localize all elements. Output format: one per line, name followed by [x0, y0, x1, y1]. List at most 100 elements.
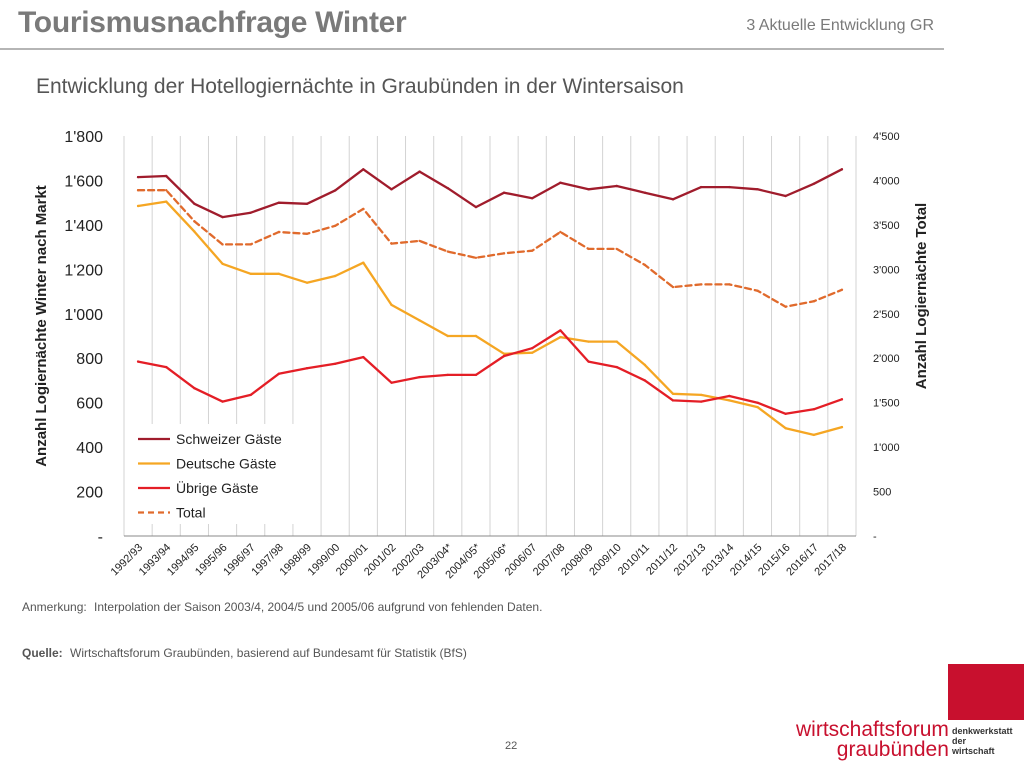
legend-label: Total	[176, 505, 206, 521]
data-point	[756, 289, 759, 292]
data-point	[390, 188, 393, 191]
data-point	[531, 347, 534, 350]
data-point	[699, 393, 703, 397]
data-point	[699, 400, 703, 403]
data-point	[418, 375, 421, 379]
data-point	[615, 247, 618, 251]
note-text: Interpolation der Saison 2003/4, 2004/5 …	[94, 600, 543, 614]
data-point	[305, 367, 309, 370]
y2-tick-label: 2'000	[873, 353, 900, 365]
series-line	[136, 329, 844, 415]
data-point	[587, 188, 590, 191]
data-point	[165, 365, 168, 369]
data-point	[446, 250, 449, 253]
chart-subtitle: Entwicklung der Hotellogiernächte in Gra…	[36, 75, 684, 98]
data-point	[531, 351, 534, 354]
data-point	[418, 319, 421, 322]
data-point	[165, 174, 168, 178]
data-point	[446, 187, 449, 190]
data-point	[249, 272, 252, 275]
data-point	[699, 185, 703, 189]
data-point	[502, 191, 506, 194]
data-point	[840, 168, 844, 171]
data-point	[474, 334, 478, 338]
logo-sub-1: denkwerkstatt	[952, 726, 1013, 736]
data-point	[193, 387, 196, 390]
y-tick-label: 200	[76, 485, 103, 502]
data-point	[502, 252, 506, 255]
data-point	[446, 373, 449, 377]
data-point	[446, 334, 449, 338]
data-point	[784, 305, 787, 308]
y2-tick-label: 2'500	[873, 309, 900, 321]
y2-tick-label: 3'000	[873, 264, 900, 276]
data-point	[333, 274, 337, 278]
data-point	[305, 281, 309, 284]
data-point	[474, 205, 478, 209]
data-point	[840, 398, 844, 401]
series-line	[136, 200, 844, 437]
page-title: Tourismusnachfrage Winter	[18, 6, 407, 39]
line-chart: - 200 400 600 800 1'000 1'200 1'400 1'600 1'800 - 5…	[33, 129, 930, 581]
data-point	[221, 400, 224, 403]
data-point	[305, 232, 309, 235]
y2-axis-title: Anzahl Logiernächte Total	[913, 203, 930, 389]
data-point	[587, 247, 590, 251]
note: Anmerkung: Interpolation der Saison 2003…	[22, 600, 542, 614]
data-point	[502, 354, 506, 358]
logo-sub-2: der	[952, 736, 967, 746]
data-point	[671, 399, 675, 402]
data-point	[362, 168, 365, 171]
data-point	[559, 181, 562, 184]
data-point	[333, 224, 337, 227]
legend-label: Übrige Gäste	[176, 479, 259, 496]
logo-sub-3: wirtschaft	[952, 746, 995, 756]
data-point	[784, 194, 787, 198]
y-axis-title: Anzahl Logiernächte Winter nach Markt	[33, 185, 50, 467]
data-point	[418, 239, 421, 243]
data-point	[587, 360, 590, 363]
series-line	[136, 168, 844, 219]
data-point	[221, 243, 224, 246]
data-point	[784, 412, 787, 415]
data-point	[136, 175, 140, 179]
data-point	[249, 211, 252, 214]
data-point	[390, 381, 393, 384]
data-point	[587, 340, 590, 343]
data-point	[559, 335, 562, 339]
y2-tick-label: 4'500	[873, 131, 900, 143]
y2-tick-label: 500	[873, 487, 891, 499]
data-point	[784, 427, 787, 430]
logo-wirtschaftsforum: wirtschaftsforum graubünden	[796, 719, 949, 760]
legend-label: Deutsche Gäste	[176, 456, 277, 472]
legend-box	[132, 424, 296, 524]
data-point	[193, 220, 196, 223]
y2-tick-label: 4'000	[873, 175, 900, 187]
y-tick-label: 1'200	[64, 262, 103, 279]
y2-tick-label: 1'500	[873, 398, 900, 410]
data-point	[277, 272, 281, 275]
data-point	[305, 202, 309, 205]
data-point	[643, 379, 647, 382]
y-tick-label: 800	[76, 351, 103, 368]
data-point	[728, 399, 731, 402]
data-point	[193, 230, 196, 233]
data-point	[559, 329, 562, 332]
section-label: 3 Aktuelle Entwicklung GR	[746, 17, 934, 34]
data-point	[756, 405, 759, 409]
data-point	[390, 242, 393, 245]
y-tick-label: 1'400	[64, 218, 103, 235]
y-tick-label: 400	[76, 440, 103, 457]
data-point	[136, 189, 140, 192]
y-tick-label: 1'600	[64, 173, 103, 190]
data-point	[277, 201, 281, 204]
data-point	[362, 261, 365, 264]
data-point	[136, 204, 140, 208]
data-point	[136, 360, 140, 363]
data-point	[671, 392, 675, 395]
x-tick-label: 2017/18	[812, 542, 849, 579]
y-tick-label: -	[98, 529, 103, 546]
data-point	[671, 198, 675, 201]
note-label: Anmerkung:	[22, 600, 87, 614]
data-point	[643, 191, 647, 194]
